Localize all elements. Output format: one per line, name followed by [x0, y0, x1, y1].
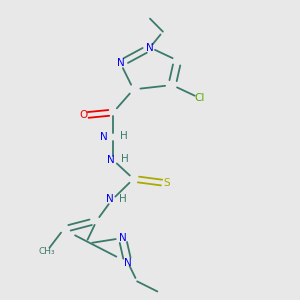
- Text: H: H: [121, 154, 129, 164]
- Text: N: N: [118, 233, 126, 243]
- Text: Cl: Cl: [194, 93, 205, 103]
- Text: H: H: [120, 131, 128, 141]
- Text: N: N: [146, 43, 154, 52]
- Text: N: N: [124, 258, 132, 268]
- Text: N: N: [100, 132, 108, 142]
- Text: S: S: [163, 178, 170, 188]
- Text: CH₃: CH₃: [39, 247, 55, 256]
- Text: N: N: [106, 194, 113, 204]
- Text: O: O: [80, 110, 88, 120]
- Text: N: N: [117, 58, 124, 68]
- Text: H: H: [119, 194, 127, 204]
- Text: N: N: [107, 155, 115, 165]
